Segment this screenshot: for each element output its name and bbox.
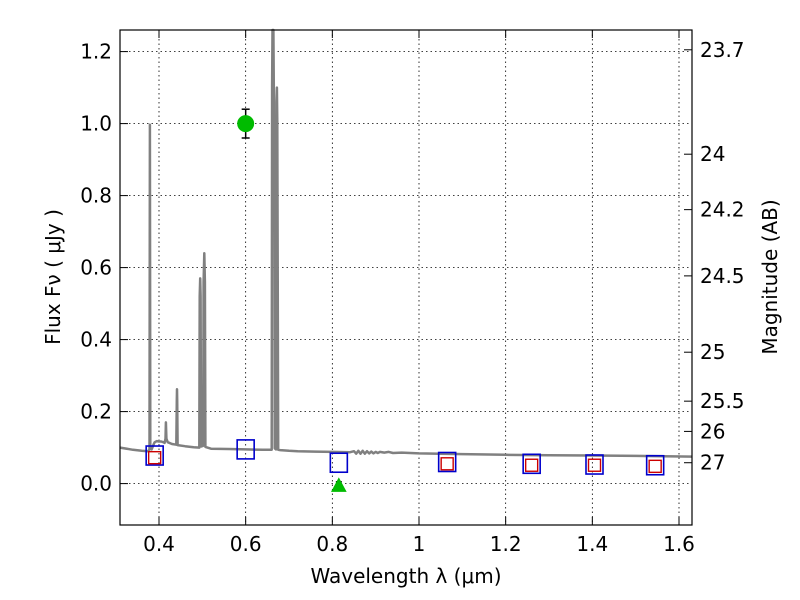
axis-tick-labels: 0.4 0.6 0.8 1 1.2 1.4 1.6 0.0 0.2 0.4 0.6 0.8 1.0 1.2… <box>80 38 744 556</box>
right-tick-label: 23.7 <box>700 38 745 62</box>
upper-limit-triangle <box>330 477 347 492</box>
x-tick-label: 1.2 <box>490 532 522 556</box>
y-tick-label: 1.2 <box>80 40 112 64</box>
axis-ticks <box>120 30 692 525</box>
right-tick-label: 27 <box>700 451 725 475</box>
template-spectrum <box>119 28 693 458</box>
synthetic-photometry-point <box>440 457 454 471</box>
y-tick-label: 0.8 <box>80 184 112 208</box>
right-tick-label: 26 <box>700 419 725 443</box>
synthetic-photometry-point <box>524 458 539 472</box>
spectrum-line <box>119 28 693 458</box>
y-tick-label: 0.2 <box>80 400 112 424</box>
model-photometry-point <box>145 445 164 466</box>
right-tick-label: 25.5 <box>700 389 745 413</box>
model-photometry-point <box>236 439 255 460</box>
y-tick-label: 1.0 <box>80 112 112 136</box>
right-tick-label: 24 <box>700 142 725 166</box>
synthetic-photometry-point <box>587 458 602 472</box>
observed-flux-point <box>237 115 255 133</box>
x-tick-label: 1.6 <box>663 532 695 556</box>
x-tick-label: 0.8 <box>316 532 348 556</box>
y-tick-label: 0.4 <box>80 328 112 352</box>
y-tick-label: 0.6 <box>80 256 112 280</box>
model-photometry-point <box>585 454 604 475</box>
x-axis-label: Wavelength λ (μm) <box>310 564 501 588</box>
y-tick-label: 0.0 <box>80 472 112 496</box>
x-tick-label: 1.4 <box>576 532 608 556</box>
model-photometry-point <box>645 454 665 476</box>
right-tick-label: 24.2 <box>700 198 745 222</box>
x-tick-label: 0.4 <box>143 532 175 556</box>
model-photometry-point <box>522 453 541 475</box>
photometry-markers <box>145 108 665 492</box>
synthetic-photometry-point <box>147 450 162 465</box>
plot-frame <box>119 29 693 526</box>
synthetic-photometry-point <box>648 459 662 474</box>
grid-lines <box>120 30 692 525</box>
right-tick-label: 25 <box>700 340 725 364</box>
model-photometry-point <box>437 451 457 473</box>
model-photometry-point <box>329 452 349 474</box>
y-axis-label: Flux Fν ( μJy ) <box>41 209 65 345</box>
x-tick-label: 1 <box>413 532 426 556</box>
right-tick-label: 24.5 <box>700 264 745 288</box>
x-tick-label: 0.6 <box>230 532 262 556</box>
y-axis-right-label: Magnitude (AB) <box>758 199 782 354</box>
